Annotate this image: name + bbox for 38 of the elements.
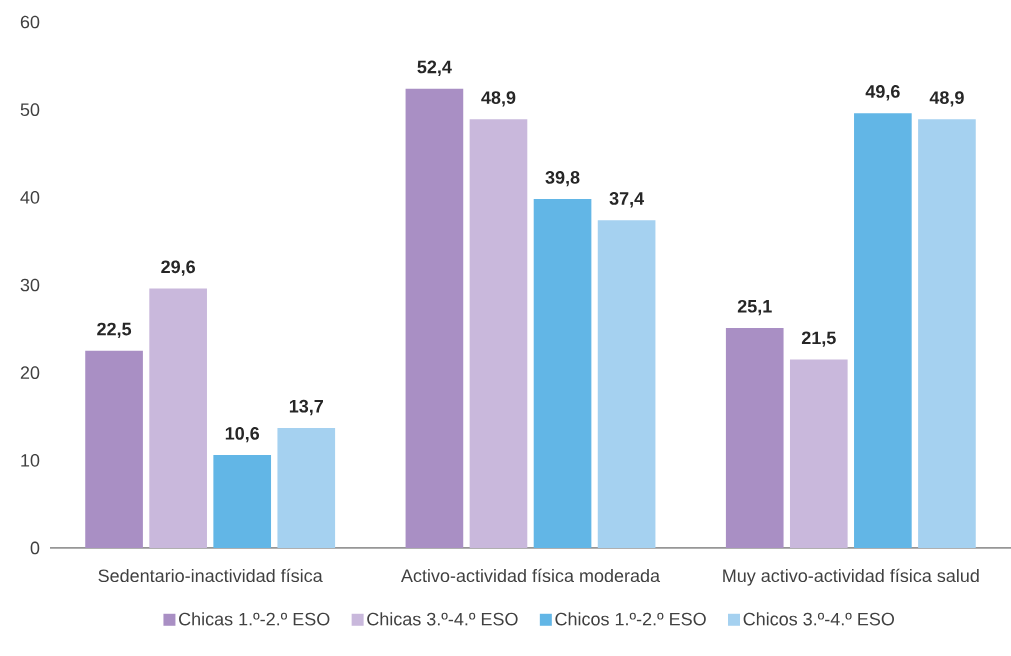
bar: [277, 427, 336, 548]
bar: [918, 119, 976, 548]
data-label: 25,1: [737, 299, 772, 316]
y-tick-label: 20: [20, 366, 40, 380]
bar: [213, 455, 272, 548]
y-tick-label: 0: [30, 541, 40, 555]
bar: [469, 119, 528, 548]
data-label: 39,8: [545, 171, 580, 187]
bar: [597, 220, 656, 548]
data-label: 13,7: [289, 399, 323, 416]
data-label: 22,5: [97, 322, 132, 339]
bar: [854, 113, 912, 548]
data-label: 29,6: [161, 260, 196, 276]
y-tick-label: 40: [20, 190, 40, 204]
x-tick-label: Muy activo-actividad física salud: [723, 568, 979, 586]
y-tick-label: 50: [20, 103, 40, 117]
legend-label: Chicas 1.º-2.º ESO: [179, 612, 330, 626]
y-tick-label: 10: [21, 453, 40, 467]
data-label: 37,4: [609, 192, 645, 208]
y-tick-label: 30: [20, 278, 40, 292]
bar: [405, 88, 464, 548]
legend-label: Chicas 3.º-4.º ESO: [367, 612, 518, 626]
bar: [789, 359, 848, 548]
data-label: 49,6: [865, 85, 900, 101]
data-label: 48,9: [481, 91, 516, 107]
data-label: 48,9: [929, 91, 964, 107]
legend-label: Chicos 3.º-4.º ESO: [743, 612, 895, 626]
x-tick-label: Sedentario-inactividad física: [98, 568, 323, 583]
y-tick-label: 60: [20, 15, 40, 29]
x-tick-label: Activo-actividad física moderada: [400, 568, 661, 583]
bar: [533, 199, 592, 548]
legend-label: Chicos 1.º-2.º ESO: [555, 612, 706, 626]
bar: [85, 350, 143, 548]
bar: [725, 327, 784, 548]
data-label: 21,5: [801, 331, 836, 347]
data-label: 52,4: [417, 60, 452, 76]
data-label: 10,6: [225, 427, 260, 443]
bar: [149, 288, 207, 548]
